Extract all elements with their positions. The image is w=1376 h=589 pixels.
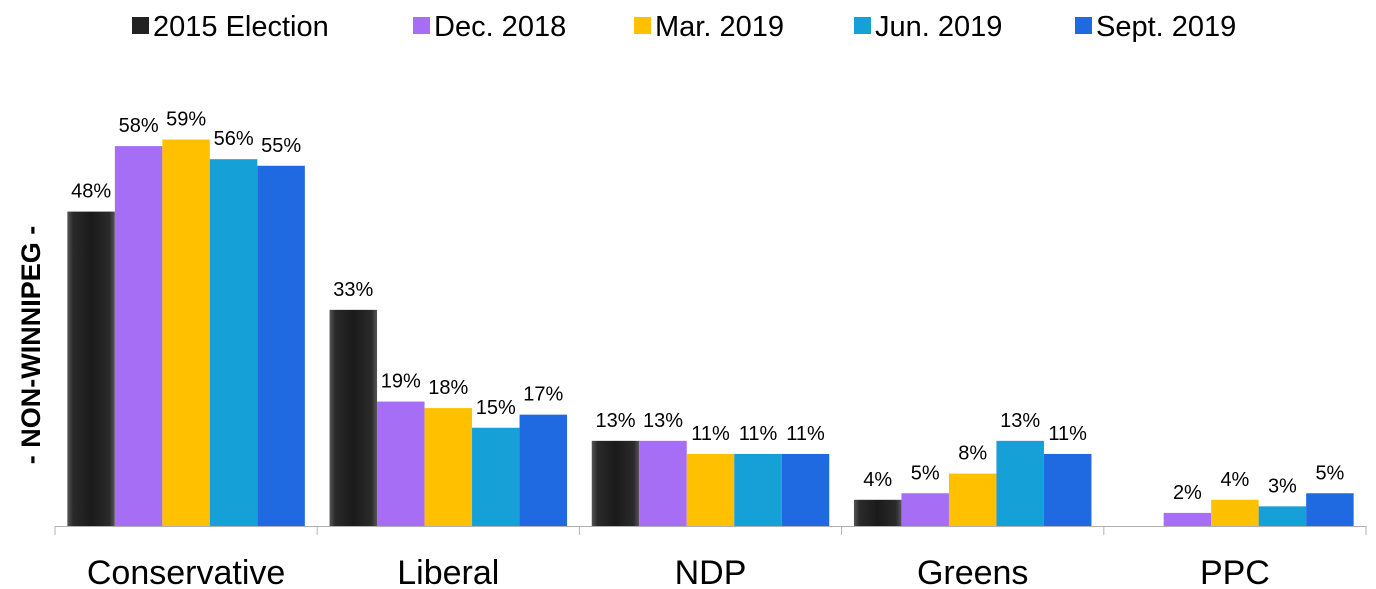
bar-ndp-2015-election [591,440,640,526]
legend-label: Sept. 2019 [1096,11,1236,43]
data-label-greens-mar-2019: 8% [958,443,987,465]
legend-label: Jun. 2019 [875,11,1002,43]
x-axis: Conservative Liberal NDP Greens PPC [54,526,1367,589]
bar-greens-2015-election [853,499,902,526]
bar-greens-dec-2018 [901,493,949,526]
bar-ndp-dec-2018 [639,440,687,526]
bar-conservative-2015-election [67,211,115,526]
data-label-ppc-jun-2019: 3% [1268,475,1297,497]
bar-ppc-mar-2019 [1211,499,1259,526]
bar-greens-jun-2019 [996,440,1044,526]
x-tick-label-ndp: NDP [675,554,747,589]
data-label-liberal-sept-2019: 17% [523,384,563,406]
bar-ppc-jun-2019 [1258,506,1307,526]
data-label-ppc-sept-2019: 5% [1315,462,1344,484]
bar-liberal-sept-2019 [519,414,568,526]
data-label-liberal-mar-2019: 18% [428,377,468,399]
legend: 2015 Election Dec. 2018 Mar. 2019 Jun. 2019… [132,11,1236,43]
bar-greens-mar-2019 [948,473,997,526]
bar-ndp-mar-2019 [686,453,735,526]
bar-liberal-dec-2018 [377,401,425,526]
data-label-greens-dec-2018: 5% [911,462,940,484]
data-labels-group: 48% 58% 59% 56% 55% 33% 19% 18% 15% 17% 13% 13% 11% 1… [71,109,1344,504]
y-axis-label: - NON-WINNIPEG - [16,226,46,464]
legend-item-sept-2019: Sept. 2019 [1075,11,1236,43]
data-label-ndp-dec-2018: 13% [643,410,683,432]
legend-swatch [1075,17,1092,34]
legend-item-dec-2018: Dec. 2018 [413,11,566,43]
data-label-greens-jun-2019: 13% [1000,410,1040,432]
bar-conservative-dec-2018 [114,146,163,526]
data-label-greens-sept-2019: 11% [1048,423,1087,445]
data-label-conservative-jun-2019: 56% [214,128,254,150]
bar-conservative-mar-2019 [162,139,210,527]
legend-swatch [132,17,149,34]
data-label-liberal-2015-election: 33% [333,279,373,301]
bar-liberal-2015-election [329,309,378,526]
bar-ppc-sept-2019 [1306,493,1354,526]
data-label-conservative-dec-2018: 58% [119,115,159,137]
data-label-liberal-dec-2018: 19% [381,371,421,393]
data-label-ndp-mar-2019: 11% [691,423,730,445]
data-label-ppc-dec-2018: 2% [1173,482,1202,504]
bars-group [67,139,1354,527]
x-tick-label-greens: Greens [917,554,1029,589]
legend-item-2015-election: 2015 Election [132,11,329,43]
bar-ndp-sept-2019 [781,453,830,526]
data-label-greens-2015-election: 4% [863,469,892,491]
legend-item-jun-2019: Jun. 2019 [854,11,1002,43]
data-label-ndp-2015-election: 13% [595,410,635,432]
data-label-ppc-mar-2019: 4% [1220,469,1249,491]
bar-greens-sept-2019 [1043,453,1092,526]
legend-label: Mar. 2019 [655,11,784,43]
legend-swatch [854,17,871,34]
bar-conservative-sept-2019 [257,165,305,526]
data-label-liberal-jun-2019: 15% [476,397,516,419]
bar-liberal-mar-2019 [424,408,473,526]
legend-item-mar-2019: Mar. 2019 [634,11,784,43]
bar-ppc-dec-2018 [1163,512,1212,526]
legend-label: 2015 Election [153,11,329,43]
bar-ndp-jun-2019 [734,453,782,526]
x-tick-label-conservative: Conservative [87,554,285,589]
bar-conservative-jun-2019 [209,159,258,526]
data-label-conservative-mar-2019: 59% [166,109,206,131]
legend-swatch [634,17,651,34]
data-label-conservative-2015-election: 48% [71,181,111,203]
data-label-conservative-sept-2019: 55% [261,135,301,157]
bar-liberal-jun-2019 [472,427,520,526]
data-label-ndp-jun-2019: 11% [739,423,778,445]
x-tick-label-ppc: PPC [1200,554,1270,589]
data-label-ndp-sept-2019: 11% [786,423,825,445]
legend-label: Dec. 2018 [434,11,566,43]
legend-swatch [413,17,430,34]
x-tick-label-liberal: Liberal [397,554,499,589]
